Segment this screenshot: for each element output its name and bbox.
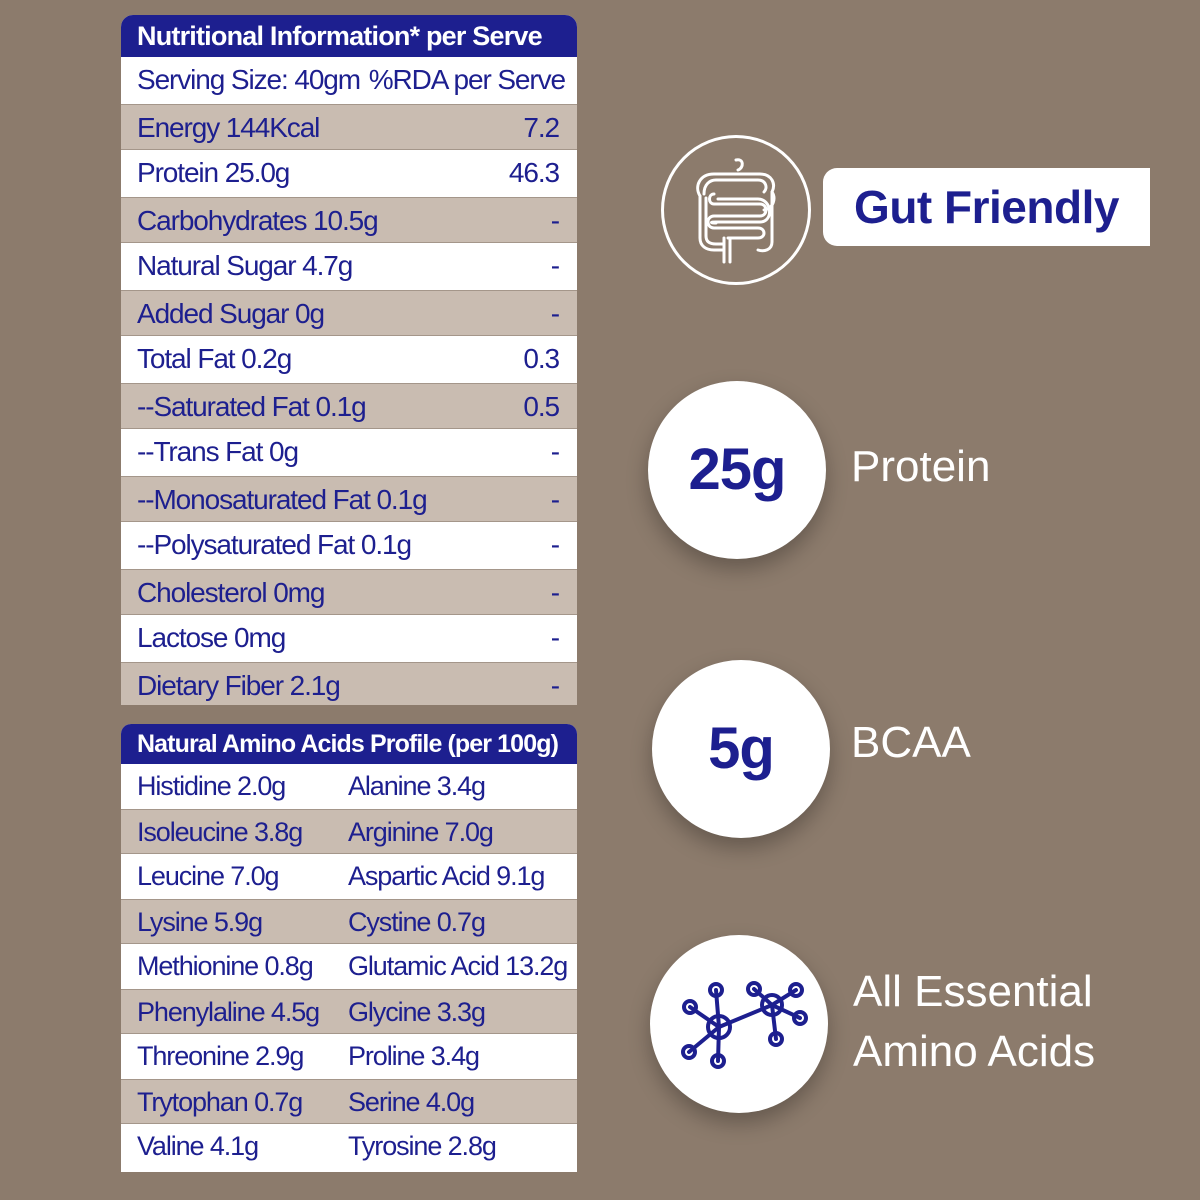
nutrient-rda: 0.5 — [523, 390, 560, 422]
nutrient-rda: 7.2 — [523, 111, 560, 143]
nutrient-rda: - — [550, 483, 560, 515]
bcaa-value: 5g — [708, 716, 775, 781]
amino-acid-right: Proline 3.4g — [348, 1041, 480, 1071]
protein-badge: 25g — [648, 381, 826, 559]
nutrient-label: Energy 144Kcal — [137, 111, 320, 143]
protein-value: 25g — [688, 437, 787, 502]
nutrient-rda: - — [550, 529, 560, 560]
nutrition-row: Natural Sugar 4.7g - — [121, 243, 577, 290]
amino-row: Methionine 0.8g Glutamic Acid 13.2g — [121, 944, 577, 989]
amino-acid-left: Phenylaline 4.5g — [137, 997, 320, 1027]
amino-row: Isoleucine 3.8g Arginine 7.0g — [121, 809, 577, 854]
nutrient-label: --Saturated Fat 0.1g — [137, 390, 367, 422]
amino-label-line1: All Essential — [853, 967, 1093, 1016]
amino-badge — [650, 935, 828, 1113]
amino-row: Trytophan 0.7g Serine 4.0g — [121, 1079, 577, 1124]
amino-acid-left: Trytophan 0.7g — [137, 1087, 303, 1117]
nutrient-label: Natural Sugar 4.7g — [137, 250, 353, 281]
rda-header: %RDA per Serve — [368, 64, 566, 95]
amino-acid-left: Threonine 2.9g — [137, 1041, 304, 1071]
nutrient-rda: - — [550, 576, 560, 608]
nutrient-label: --Polysaturated Fat 0.1g — [137, 529, 412, 560]
protein-label: Protein — [851, 442, 991, 491]
amino-acid-left: Lysine 5.9g — [137, 907, 263, 937]
amino-acid-left: Histidine 2.0g — [137, 771, 286, 801]
nutrient-label: Added Sugar 0g — [137, 297, 325, 329]
amino-label-line2: Amino Acids — [853, 1027, 1096, 1076]
amino-acid-left: Isoleucine 3.8g — [137, 817, 303, 847]
nutrition-rows: Energy 144Kcal 7.2 Protein 25.0g 46.3 Carboh… — [121, 103, 577, 705]
nutrition-title: Nutritional Information* per Serve — [121, 15, 577, 57]
amino-row: Histidine 2.0g Alanine 3.4g — [121, 764, 577, 809]
nutrition-row: Total Fat 0.2g 0.3 — [121, 336, 577, 383]
amino-label: All Essential Amino Acids — [853, 962, 1095, 1082]
nutrition-panel: Nutritional Information* per Serve Servi… — [121, 15, 577, 705]
nutrient-label: Cholesterol 0mg — [137, 576, 325, 608]
amino-acid-right: Glycine 3.3g — [348, 997, 486, 1027]
nutrient-rda: 46.3 — [508, 157, 560, 188]
serving-row: Serving Size: 40gm %RDA per Serve — [121, 57, 577, 104]
nutrition-row: Dietary Fiber 2.1g - — [121, 661, 577, 705]
nutrient-rda: 0.3 — [523, 343, 560, 374]
nutrient-label: --Trans Fat 0g — [137, 436, 299, 467]
nutrient-rda: - — [550, 669, 560, 701]
nutrition-row: Carbohydrates 10.5g - — [121, 196, 577, 243]
amino-acid-right: Alanine 3.4g — [348, 771, 486, 801]
nutrient-label: --Monosaturated Fat 0.1g — [137, 483, 428, 515]
amino-row: Leucine 7.0g Aspartic Acid 9.1g — [121, 854, 577, 899]
gut-friendly-label: Gut Friendly — [823, 168, 1150, 246]
intestine-icon — [661, 135, 811, 285]
molecule-icon — [681, 981, 808, 1069]
amino-acid-left: Valine 4.1g — [137, 1131, 259, 1161]
nutrient-rda: - — [550, 622, 560, 653]
amino-row: Lysine 5.9g Cystine 0.7g — [121, 899, 577, 944]
amino-row: Phenylaline 4.5g Glycine 3.3g — [121, 989, 577, 1034]
nutrient-rda: - — [550, 204, 560, 236]
amino-acid-right: Aspartic Acid 9.1g — [348, 861, 545, 891]
nutrition-row: --Monosaturated Fat 0.1g - — [121, 475, 577, 522]
bcaa-badge: 5g — [652, 660, 830, 838]
nutrition-row: --Saturated Fat 0.1g 0.5 — [121, 382, 577, 429]
nutrient-label: Total Fat 0.2g — [137, 343, 292, 374]
amino-acid-right: Tyrosine 2.8g — [348, 1131, 497, 1161]
amino-rows: Histidine 2.0g Alanine 3.4g Isoleucine 3.8… — [121, 764, 577, 1169]
amino-acid-right: Arginine 7.0g — [348, 817, 494, 847]
nutrient-label: Dietary Fiber 2.1g — [137, 669, 341, 701]
nutrition-row: --Polysaturated Fat 0.1g - — [121, 522, 577, 569]
amino-acid-right: Cystine 0.7g — [348, 907, 486, 937]
amino-acid-right: Serine 4.0g — [348, 1087, 475, 1117]
amino-acid-left: Methionine 0.8g — [137, 951, 314, 981]
amino-acid-right: Glutamic Acid 13.2g — [348, 951, 568, 981]
nutrition-row: --Trans Fat 0g - — [121, 429, 577, 476]
serving-size: Serving Size: 40gm — [137, 64, 361, 95]
nutrition-row: Energy 144Kcal 7.2 — [121, 103, 577, 150]
nutrition-row: Protein 25.0g 46.3 — [121, 150, 577, 197]
nutrition-row: Lactose 0mg - — [121, 615, 577, 662]
nutrient-label: Protein 25.0g — [137, 157, 290, 188]
amino-acid-left: Leucine 7.0g — [137, 861, 280, 891]
amino-title: Natural Amino Acids Profile (per 100g) — [121, 724, 577, 764]
nutrient-rda: - — [550, 250, 560, 281]
amino-panel: Natural Amino Acids Profile (per 100g) H… — [121, 724, 577, 1172]
nutrient-label: Carbohydrates 10.5g — [137, 204, 379, 236]
nutrient-rda: - — [550, 436, 560, 467]
nutrient-label: Lactose 0mg — [137, 622, 286, 653]
amino-row: Valine 4.1g Tyrosine 2.8g — [121, 1124, 577, 1169]
nutrition-row: Cholesterol 0mg - — [121, 568, 577, 615]
nutrient-rda: - — [550, 297, 560, 329]
bcaa-label: BCAA — [851, 718, 971, 767]
nutrition-row: Added Sugar 0g - — [121, 289, 577, 336]
amino-row: Threonine 2.9g Proline 3.4g — [121, 1034, 577, 1079]
